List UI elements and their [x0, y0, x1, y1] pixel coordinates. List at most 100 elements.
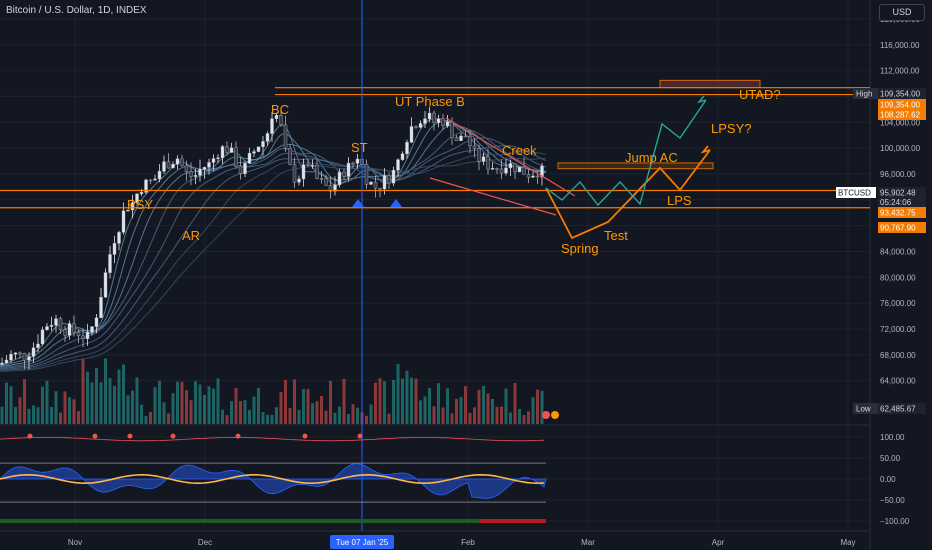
volume-bar — [144, 415, 148, 424]
candle-body — [369, 181, 373, 185]
osc-wave — [0, 463, 547, 499]
wyckoff-drawings[interactable] — [352, 95, 711, 419]
candle-body — [436, 118, 441, 123]
ribbon-line — [0, 129, 547, 368]
volume-bar — [450, 413, 454, 424]
level-2-value: 108,287.62 — [880, 111, 921, 120]
candle-body — [391, 170, 396, 184]
candle-body — [499, 168, 504, 174]
volume-bar — [306, 389, 310, 424]
lps-label: LPS — [667, 193, 692, 208]
candle-body — [243, 162, 247, 174]
candle-body — [63, 329, 67, 336]
volume-bar — [315, 401, 319, 424]
candle-body — [234, 147, 238, 167]
candle-body — [18, 352, 22, 355]
candle-body — [346, 162, 351, 177]
candle-body — [535, 175, 540, 178]
volume-bar — [95, 367, 98, 424]
volume-bar — [288, 408, 292, 424]
volume-bar — [203, 394, 206, 424]
volume-bar — [423, 396, 427, 424]
volume-bar — [194, 381, 197, 424]
horizontal-levels — [0, 79, 870, 209]
price-tick: 64,000.00 — [880, 377, 916, 386]
volume-bar — [432, 406, 436, 424]
candle-body — [427, 112, 432, 120]
candle-body — [270, 118, 274, 134]
candle-body — [526, 174, 531, 178]
candle-body — [486, 156, 490, 170]
candle-body — [126, 209, 130, 212]
volume-bar — [414, 378, 418, 424]
volume-bar — [32, 405, 35, 424]
time-tick: Apr — [712, 538, 725, 547]
currency-button[interactable]: USD — [879, 4, 925, 21]
volume-bar — [221, 409, 224, 424]
candle-body — [373, 181, 378, 189]
volume-bar — [63, 391, 67, 424]
candle-body — [418, 123, 423, 128]
candle-body — [396, 159, 400, 171]
candle-body — [180, 158, 184, 166]
volume-bar — [356, 407, 359, 424]
volume-bar — [446, 388, 449, 424]
candle-body — [162, 161, 166, 172]
jump-label: Jump AC — [625, 150, 678, 165]
candle-body — [256, 146, 261, 152]
osc-upper-trace — [0, 437, 545, 442]
volume-bar — [513, 382, 517, 424]
axis-tags: High 109,354.00 109,354.00 108,287.62 BT… — [836, 88, 926, 414]
candle-body — [198, 169, 202, 176]
volume-bar — [18, 397, 22, 424]
candle-body — [4, 359, 9, 364]
ribbon-line — [0, 151, 547, 371]
candle-body — [409, 126, 414, 143]
candle-body — [22, 353, 27, 361]
volume-bar — [279, 392, 283, 424]
level-3-value: 93,432.75 — [880, 209, 916, 218]
volume-bar — [5, 382, 8, 424]
volume-bar — [270, 414, 274, 424]
volume-bar — [392, 379, 395, 424]
test-label: Test — [604, 228, 628, 243]
projection-path-teal — [545, 99, 707, 207]
candle-body — [364, 164, 369, 185]
volume-bar — [374, 382, 377, 424]
volume-bar — [189, 400, 193, 424]
ribbon-line — [0, 118, 547, 365]
candle-body — [508, 163, 513, 169]
level-1-value: 109,354.00 — [880, 101, 921, 110]
volume-bar — [293, 379, 296, 424]
osc-dot — [302, 433, 308, 439]
time-axis[interactable]: Nov Dec Tue 07 Jan '25 Feb Mar Apr May — [68, 535, 856, 549]
time-tick: Dec — [198, 538, 212, 547]
ribbon-line — [0, 145, 547, 370]
candle-body — [504, 167, 508, 174]
oscillator-pane: 100.00 50.00 0.00 −50.00 −100.00 — [0, 433, 910, 526]
osc-bottom-band-red — [480, 519, 546, 523]
candle-body — [85, 332, 90, 339]
high-tag-label: High — [856, 90, 872, 99]
candle-body — [36, 343, 40, 348]
osc-dot — [170, 433, 176, 439]
volume-bar — [455, 398, 458, 424]
candle-body — [238, 166, 243, 174]
candle-body — [229, 147, 234, 153]
candle-body — [121, 210, 126, 233]
candle-body — [495, 168, 499, 170]
volume-bar — [108, 378, 112, 424]
level-4-tag — [878, 222, 926, 233]
time-tick: May — [840, 538, 855, 547]
volume-bar — [261, 412, 265, 424]
candle-body — [513, 163, 517, 173]
candle-body — [130, 202, 135, 211]
price-tick: 68,000.00 — [880, 351, 916, 360]
volume-bar — [212, 388, 215, 424]
volume-bar — [122, 364, 125, 424]
candle-body — [432, 112, 436, 123]
st-label: ST — [351, 140, 368, 155]
projection-path-orange — [545, 149, 711, 240]
last-price-bg — [878, 187, 926, 208]
